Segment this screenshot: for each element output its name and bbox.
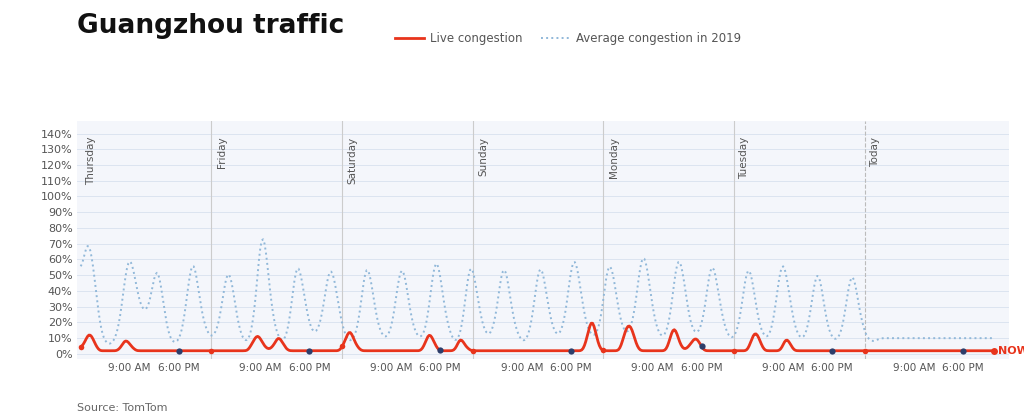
Text: Friday: Friday [217, 137, 226, 168]
Text: Thursday: Thursday [86, 137, 96, 185]
Text: Sunday: Sunday [478, 137, 488, 176]
Text: Saturday: Saturday [347, 137, 357, 184]
Text: Source: TomTom: Source: TomTom [77, 403, 167, 413]
Text: NOW: NOW [998, 346, 1024, 356]
Text: Tuesday: Tuesday [739, 137, 750, 179]
Text: Monday: Monday [608, 137, 618, 178]
Text: Today: Today [870, 137, 880, 167]
Text: Guangzhou traffic: Guangzhou traffic [77, 13, 344, 38]
Legend: Live congestion, Average congestion in 2019: Live congestion, Average congestion in 2… [390, 27, 745, 50]
